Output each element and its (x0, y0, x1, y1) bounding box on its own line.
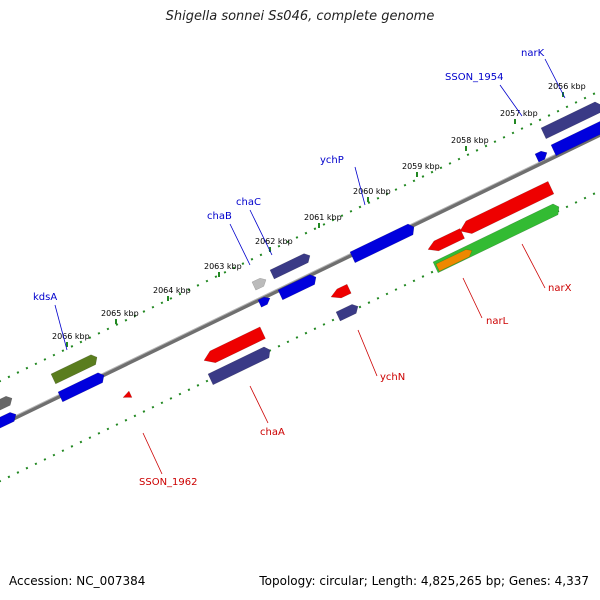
SSON_1962-label: SSON_1962 (139, 477, 198, 488)
left-grey-feature (0, 396, 13, 411)
chaA-label: chaA (260, 427, 285, 438)
narX-feature (459, 180, 555, 234)
kbp-tick-label: 2065 kbp (101, 309, 139, 318)
kbp-tick-label: 2062 kbp (255, 237, 293, 246)
orange-feature (435, 249, 473, 272)
accession-text: Accession: NC_007384 (9, 574, 146, 588)
chaB-label: chaB (207, 211, 232, 222)
ychN-feature (335, 304, 359, 322)
gene-labels: narK SSON_1954 ychP chaC chaB kdsA narX narL ych… (33, 48, 572, 488)
SSON_1954-leader-line (499, 84, 523, 117)
chaB-leader-line (229, 223, 251, 266)
chaC-leader-line (249, 209, 273, 256)
chaA-leader-line (249, 385, 269, 424)
kbp-tick-label: 2061 kbp (304, 213, 342, 222)
chaB-feature (257, 296, 271, 308)
SSON_1962-feature (122, 390, 133, 398)
narL-leader-line (462, 277, 483, 319)
ychN-label: ychN (380, 372, 405, 383)
chaC-forward-feature (277, 274, 317, 301)
kdsA-feature (50, 354, 98, 385)
gene-features (0, 101, 600, 429)
ychP-leader-line (354, 166, 366, 206)
ychN-leader-line (357, 329, 378, 377)
narL-label: narL (486, 316, 509, 327)
chaC-label: chaC (236, 197, 261, 208)
kdsA-label: kdsA (33, 292, 57, 303)
kdsA-forward-feature (57, 372, 105, 403)
small-cds-feature (534, 150, 548, 163)
SSON_1962-leader-line (142, 432, 163, 475)
kbp-tick-label: 2058 kbp (451, 136, 489, 145)
grey-feature (251, 277, 267, 291)
ychP-label: ychP (320, 155, 344, 166)
chaA-dark-feature (207, 346, 271, 386)
kbp-tick-label: 2063 kbp (204, 262, 242, 271)
narL-feature (427, 228, 465, 252)
kbp-tick-label: 2056 kbp (548, 82, 586, 91)
kbp-tick-label: 2066 kbp (52, 332, 90, 341)
SSON_1954-label: SSON_1954 (445, 72, 504, 83)
narK-leader-line (544, 58, 566, 99)
narX-label: narX (548, 283, 572, 294)
ychP-feature (349, 223, 415, 264)
narK-feature (540, 101, 600, 140)
kbp-tick-label: 2059 kbp (402, 162, 440, 171)
chaC-feature (269, 253, 311, 280)
kdsA-leader-line (54, 304, 68, 351)
kbp-tick-label: 2057 kbp (500, 109, 538, 118)
kbp-tick-label: 2060 kbp (353, 187, 391, 196)
map-title: Shigella sonnei Ss046, complete genome (165, 9, 435, 24)
genome-summary-text: Topology: circular; Length: 4,825,265 bp… (259, 574, 589, 588)
narX-leader-line (521, 243, 546, 289)
left-blue-feature (0, 412, 17, 429)
narK-label: narK (521, 48, 545, 59)
kbp-tick-label: 2064 kbp (153, 286, 191, 295)
chaA-feature (203, 326, 266, 363)
ychN-red-feature (330, 283, 352, 299)
SSON_1954-feature (550, 121, 600, 157)
